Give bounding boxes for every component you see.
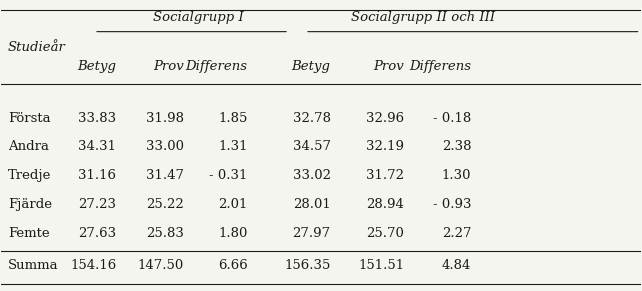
Text: 25.70: 25.70 (366, 227, 404, 240)
Text: 32.78: 32.78 (293, 112, 331, 125)
Text: 31.72: 31.72 (366, 169, 404, 182)
Text: - 0.31: - 0.31 (209, 169, 247, 182)
Text: 1.80: 1.80 (218, 227, 247, 240)
Text: 28.01: 28.01 (293, 198, 331, 211)
Text: 31.98: 31.98 (146, 112, 184, 125)
Text: 1.30: 1.30 (442, 169, 471, 182)
Text: Prov: Prov (374, 60, 404, 73)
Text: 27.63: 27.63 (78, 227, 116, 240)
Text: 1.85: 1.85 (218, 112, 247, 125)
Text: 32.96: 32.96 (366, 112, 404, 125)
Text: 33.83: 33.83 (78, 112, 116, 125)
Text: 32.19: 32.19 (366, 141, 404, 153)
Text: 31.16: 31.16 (78, 169, 116, 182)
Text: Betyg: Betyg (291, 60, 331, 73)
Text: 27.97: 27.97 (293, 227, 331, 240)
Text: Andra: Andra (8, 141, 49, 153)
Text: 28.94: 28.94 (366, 198, 404, 211)
Text: 33.02: 33.02 (293, 169, 331, 182)
Text: 2.38: 2.38 (442, 141, 471, 153)
Text: Socialgrupp I: Socialgrupp I (153, 11, 243, 24)
Text: 6.66: 6.66 (218, 259, 247, 272)
Text: Tredje: Tredje (8, 169, 51, 182)
Text: Femte: Femte (8, 227, 49, 240)
Text: Första: Första (8, 112, 51, 125)
Text: Prov: Prov (153, 60, 184, 73)
Text: - 0.18: - 0.18 (433, 112, 471, 125)
Text: 4.84: 4.84 (442, 259, 471, 272)
Text: Studieår: Studieår (8, 41, 65, 54)
Text: Differens: Differens (409, 60, 471, 73)
Text: 151.51: 151.51 (358, 259, 404, 272)
Text: 1.31: 1.31 (218, 141, 247, 153)
Text: Fjärde: Fjärde (8, 198, 52, 211)
Text: 34.57: 34.57 (293, 141, 331, 153)
Text: Betyg: Betyg (78, 60, 116, 73)
Text: 2.27: 2.27 (442, 227, 471, 240)
Text: 25.83: 25.83 (146, 227, 184, 240)
Text: 156.35: 156.35 (284, 259, 331, 272)
Text: 25.22: 25.22 (146, 198, 184, 211)
Text: 154.16: 154.16 (70, 259, 116, 272)
Text: 31.47: 31.47 (146, 169, 184, 182)
Text: Summa: Summa (8, 259, 58, 272)
Text: 27.23: 27.23 (78, 198, 116, 211)
Text: 2.01: 2.01 (218, 198, 247, 211)
Text: 34.31: 34.31 (78, 141, 116, 153)
Text: 33.00: 33.00 (146, 141, 184, 153)
Text: - 0.93: - 0.93 (433, 198, 471, 211)
Text: Differens: Differens (186, 60, 247, 73)
Text: Socialgrupp II och III: Socialgrupp II och III (351, 11, 496, 24)
Text: 147.50: 147.50 (137, 259, 184, 272)
